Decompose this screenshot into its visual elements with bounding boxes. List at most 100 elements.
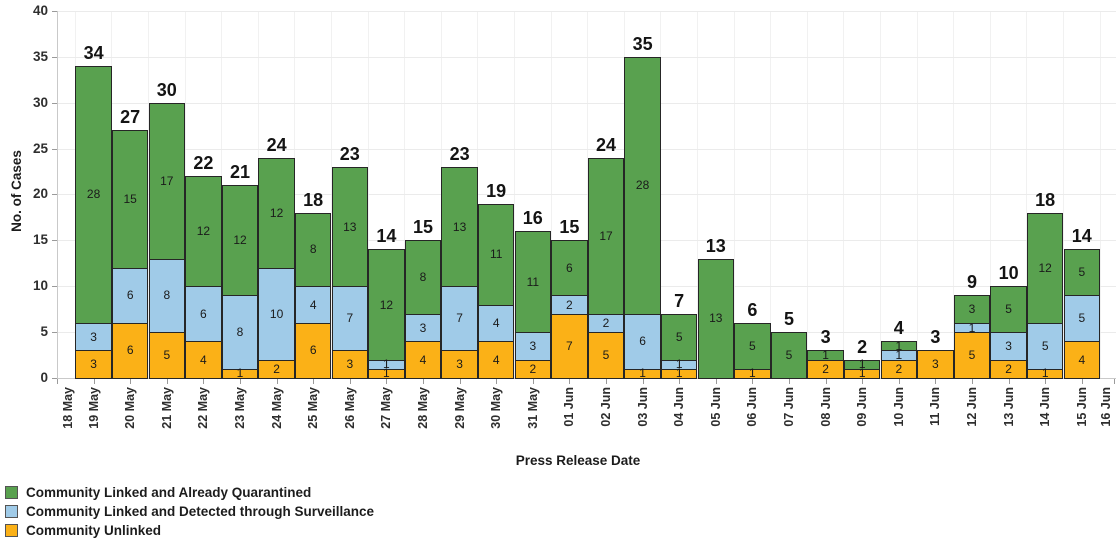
y-axis-tick — [52, 378, 57, 379]
bar-segment-value: 5 — [163, 348, 171, 363]
bar-segment-community-unlinked[interactable] — [185, 341, 222, 379]
bar-segment-community-linked-and-detected-through-surveillance[interactable] — [477, 304, 515, 343]
bar-segment-value: 6 — [566, 260, 573, 275]
bar-segment-community-linked-and-already-quarantined[interactable] — [660, 313, 698, 361]
y-gridline — [57, 10, 1116, 12]
bar-segment-community-linked-and-already-quarantined[interactable] — [258, 157, 295, 269]
bar-segment-community-unlinked[interactable] — [148, 332, 186, 379]
legend-item[interactable]: Community Linked and Detected through Su… — [5, 502, 374, 521]
legend-label: Community Unlinked — [26, 523, 162, 538]
bar-segment-community-linked-and-already-quarantined[interactable] — [514, 231, 552, 334]
bar-segment-community-linked-and-already-quarantined[interactable] — [880, 341, 918, 352]
bar-segment-value: 13 — [343, 219, 357, 234]
bar-segment-value: 28 — [86, 187, 101, 202]
bar-segment-community-linked-and-already-quarantined[interactable] — [111, 130, 149, 269]
y-tick-label: 10 — [32, 278, 48, 294]
bar-segment-community-linked-and-already-quarantined[interactable] — [587, 157, 625, 315]
bar-total-label: 6 — [747, 299, 758, 320]
legend-item[interactable]: Community Linked and Already Quarantined — [5, 483, 374, 502]
bar-segment-value: 6 — [639, 334, 646, 349]
y-gridline — [57, 56, 1116, 58]
bar-segment-value: 15 — [123, 191, 137, 206]
bar-segment-community-unlinked[interactable] — [441, 350, 478, 379]
legend-label: Community Linked and Detected through Su… — [26, 504, 375, 519]
bar-segment-community-linked-and-already-quarantined[interactable] — [624, 56, 661, 315]
bar-segment-community-linked-and-already-quarantined[interactable] — [185, 176, 222, 288]
bar-segment-community-linked-and-already-quarantined[interactable] — [953, 295, 991, 324]
bar-segment-community-linked-and-detected-through-surveillance[interactable] — [331, 286, 369, 352]
legend-item[interactable]: Community Unlinked — [5, 521, 374, 540]
bar-segment-value: 3 — [932, 357, 939, 372]
x-tick-label: 18 May — [61, 387, 75, 429]
y-axis-line — [57, 10, 58, 378]
bar-segment-value: 3 — [90, 329, 97, 344]
bar-segment-community-unlinked[interactable] — [917, 350, 954, 379]
bar-segment-value: 2 — [566, 297, 573, 312]
y-tick-label: 5 — [40, 324, 48, 340]
bar-segment-value: 4 — [1078, 352, 1086, 367]
x-tick-label: 04 Jun — [672, 387, 687, 427]
bar-segment-community-unlinked[interactable] — [404, 341, 442, 379]
x-axis-tick — [57, 379, 58, 384]
bar-segment-community-linked-and-detected-through-surveillance[interactable] — [258, 267, 295, 361]
bar-segment-value: 1 — [639, 366, 646, 381]
bar-segment-community-linked-and-detected-through-surveillance[interactable] — [1063, 295, 1101, 343]
bar-segment-value: 12 — [1038, 260, 1052, 275]
bar-segment-community-linked-and-detected-through-surveillance[interactable] — [148, 258, 186, 334]
x-axis-tick — [1045, 379, 1047, 384]
bar-total-label: 5 — [783, 309, 794, 330]
bar-segment-value: 1 — [236, 366, 244, 381]
bar-segment-community-linked-and-already-quarantined[interactable] — [148, 102, 186, 260]
bar-segment-community-linked-and-already-quarantined[interactable] — [734, 322, 771, 370]
y-gridline — [57, 102, 1116, 104]
bar-segment-value: 8 — [309, 242, 317, 257]
bar-segment-value: 5 — [968, 348, 976, 363]
bar-total-label: 21 — [229, 162, 251, 183]
bar-segment-community-linked-and-already-quarantined[interactable] — [221, 185, 259, 297]
bar-segment-community-linked-and-already-quarantined[interactable] — [441, 166, 478, 288]
bar-segment-community-linked-and-already-quarantined[interactable] — [75, 65, 112, 324]
bar-segment-community-linked-and-already-quarantined[interactable] — [368, 249, 405, 361]
bar-segment-community-linked-and-already-quarantined[interactable] — [404, 240, 442, 315]
bar-total-label: 30 — [156, 79, 177, 100]
x-tick-label: 07 Jun — [782, 387, 796, 427]
bar-segment-community-linked-and-already-quarantined[interactable] — [697, 258, 735, 379]
y-axis-tick — [52, 10, 57, 12]
bar-segment-community-linked-and-already-quarantined[interactable] — [843, 359, 881, 370]
y-axis-tick — [52, 148, 57, 150]
bar-segment-community-unlinked[interactable] — [75, 350, 112, 379]
bar-segment-community-linked-and-already-quarantined[interactable] — [331, 166, 369, 288]
bar-segment-community-linked-and-already-quarantined[interactable] — [551, 240, 588, 297]
x-axis-tick — [935, 379, 937, 384]
bar-segment-value: 7 — [456, 311, 463, 326]
bar-segment-community-unlinked[interactable] — [587, 332, 625, 379]
bar-segment-community-linked-and-already-quarantined[interactable] — [294, 212, 332, 288]
x-axis-tick — [349, 379, 351, 384]
bar-segment-community-linked-and-already-quarantined[interactable] — [770, 332, 808, 379]
bar-segment-community-linked-and-detected-through-surveillance[interactable] — [294, 286, 332, 324]
x-tick-label: 28 May — [416, 387, 430, 429]
bar-segment-community-linked-and-already-quarantined[interactable] — [990, 286, 1027, 334]
bar-segment-community-unlinked[interactable] — [1063, 341, 1101, 379]
bar-segment-community-unlinked[interactable] — [111, 322, 149, 379]
bar-segment-community-linked-and-detected-through-surveillance[interactable] — [185, 286, 222, 343]
bar-segment-value: 17 — [599, 228, 613, 243]
bar-segment-community-linked-and-detected-through-surveillance[interactable] — [221, 295, 259, 370]
x-axis-title: Press Release Date — [515, 453, 641, 468]
y-tick-label: 0 — [40, 370, 48, 385]
bar-segment-community-linked-and-already-quarantined[interactable] — [1026, 212, 1064, 324]
bar-segment-value: 6 — [200, 306, 207, 321]
bar-total-label: 35 — [632, 33, 653, 54]
bar-segment-community-linked-and-detected-through-surveillance[interactable] — [514, 332, 552, 361]
bar-segment-community-linked-and-detected-through-surveillance[interactable] — [75, 322, 112, 352]
bar-segment-community-linked-and-already-quarantined[interactable] — [807, 350, 844, 361]
x-tick-label: 23 May — [233, 387, 247, 429]
bar-segment-community-linked-and-detected-through-surveillance[interactable] — [1026, 322, 1064, 370]
bar-segment-value: 17 — [160, 173, 174, 188]
x-axis-tick — [1081, 379, 1083, 384]
bar-segment-community-linked-and-already-quarantined[interactable] — [477, 203, 515, 306]
x-axis-tick — [752, 379, 754, 384]
x-axis-tick — [459, 379, 461, 384]
bar-segment-value: 3 — [456, 357, 463, 372]
bar-segment-community-linked-and-already-quarantined[interactable] — [1063, 249, 1101, 297]
